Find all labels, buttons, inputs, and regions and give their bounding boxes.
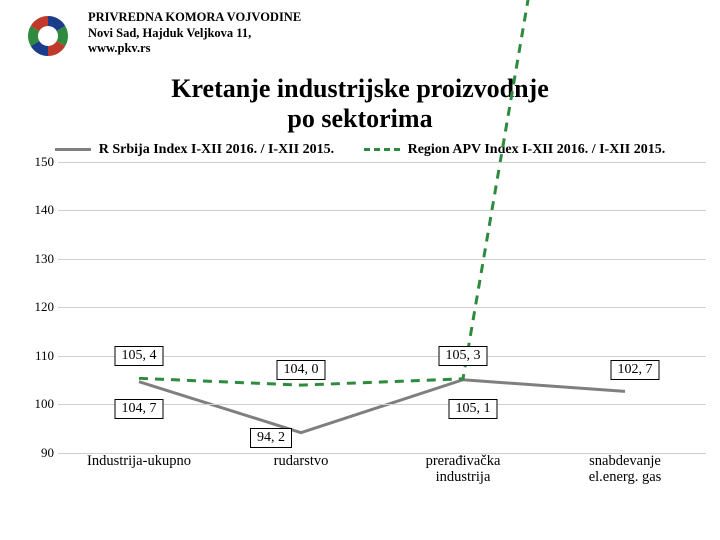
data-label: 104, 0: [277, 360, 326, 380]
title-line-1: Kretanje industrijske proizvodnje: [171, 74, 548, 103]
header-text: PRIVREDNA KOMORA VOJVODINE Novi Sad, Haj…: [88, 10, 301, 57]
legend-item-apv: Region APV Index I-XII 2016. / I-XII 201…: [364, 142, 666, 158]
plot-area: 90100110120130140150105, 4104, 0105, 310…: [58, 162, 706, 454]
y-tick-label: 110: [22, 348, 54, 364]
gridline: [58, 162, 706, 163]
y-tick-label: 120: [22, 299, 54, 315]
x-axis-label: rudarstvo: [220, 454, 382, 488]
data-label: 105, 4: [115, 346, 164, 366]
legend-swatch-dashed: [364, 148, 400, 151]
y-tick-label: 140: [22, 202, 54, 218]
legend-label: Region APV Index I-XII 2016. / I-XII 201…: [408, 142, 666, 158]
data-label: 105, 3: [439, 346, 488, 366]
x-axis-label: snabdevanjeel.energ. gas: [544, 454, 706, 488]
pkv-logo: [18, 10, 78, 62]
y-tick-label: 90: [22, 445, 54, 461]
gridline: [58, 307, 706, 308]
data-label: 104, 7: [115, 399, 164, 419]
legend-label: R Srbija Index I-XII 2016. / I-XII 2015.: [99, 142, 334, 158]
legend-swatch-solid: [55, 148, 91, 151]
gridline: [58, 259, 706, 260]
y-tick-label: 130: [22, 251, 54, 267]
header: PRIVREDNA KOMORA VOJVODINE Novi Sad, Haj…: [0, 0, 720, 68]
y-tick-label: 100: [22, 396, 54, 412]
x-axis-labels: Industrija-ukupnorudarstvoprerađivačkain…: [58, 454, 706, 488]
data-label: 105, 1: [449, 399, 498, 419]
x-axis-label: Industrija-ukupno: [58, 454, 220, 488]
title-line-2: po sektorima: [287, 104, 432, 133]
data-label: 94, 2: [250, 428, 292, 448]
data-label: 102, 7: [611, 360, 660, 380]
page-title: Kretanje industrijske proizvodnje po sek…: [0, 74, 720, 134]
chart: 90100110120130140150105, 4104, 0105, 310…: [22, 162, 706, 482]
org-address: Novi Sad, Hajduk Veljkova 11,: [88, 26, 301, 42]
org-url: www.pkv.rs: [88, 41, 301, 57]
org-name: PRIVREDNA KOMORA VOJVODINE: [88, 10, 301, 26]
gridline: [58, 210, 706, 211]
x-axis-label: prerađivačkaindustrija: [382, 454, 544, 488]
series-line: [139, 380, 625, 433]
y-tick-label: 150: [22, 154, 54, 170]
legend-item-srbija: R Srbija Index I-XII 2016. / I-XII 2015.: [55, 142, 334, 158]
chart-legend: R Srbija Index I-XII 2016. / I-XII 2015.…: [0, 142, 720, 158]
